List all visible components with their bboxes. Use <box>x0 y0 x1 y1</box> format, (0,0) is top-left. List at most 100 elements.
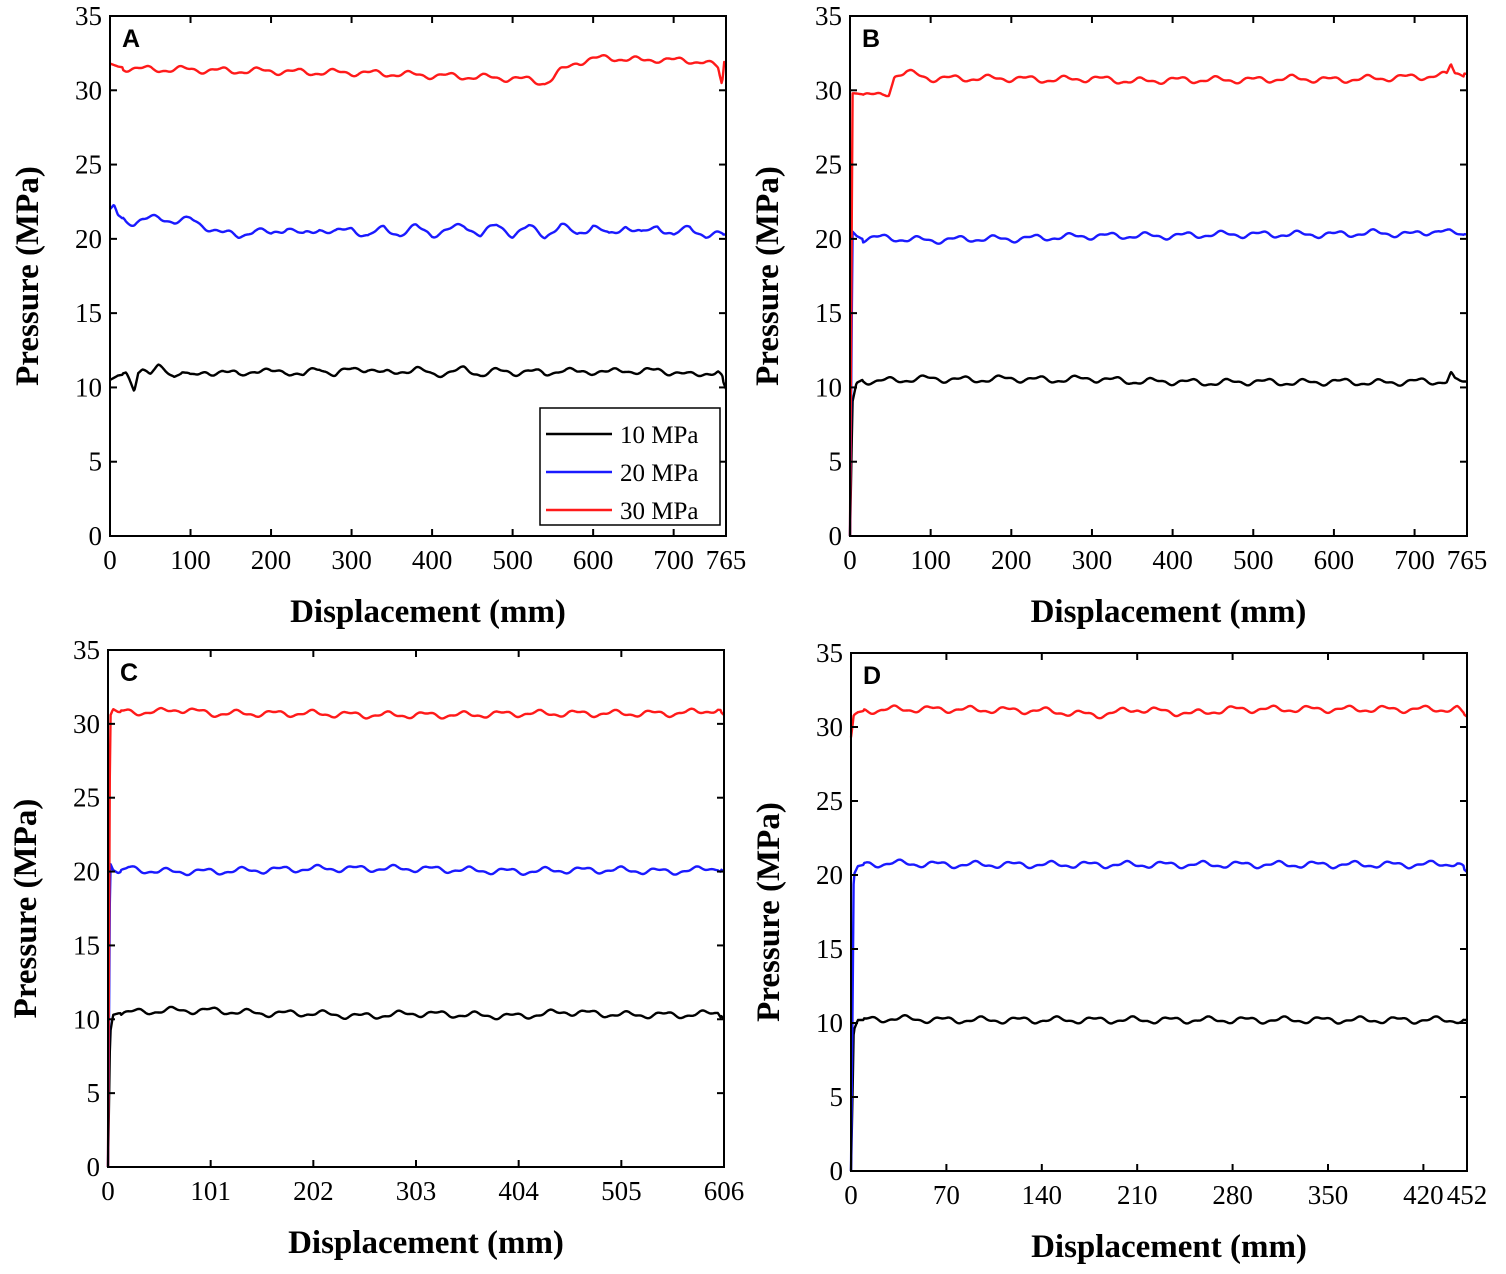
x-axis-title: Displacement (mm) <box>1031 594 1307 630</box>
y-tick-label: 5 <box>830 1082 844 1112</box>
x-tick-label: 70 <box>933 1180 960 1210</box>
x-tick-label: 765 <box>706 545 747 575</box>
x-tick-label: 210 <box>1117 1180 1158 1210</box>
x-tick-label: 600 <box>1314 545 1355 575</box>
y-axis-title: Pressure (MPa) <box>751 802 787 1022</box>
y-tick-label: 25 <box>816 786 843 816</box>
y-tick-label: 10 <box>73 1004 100 1034</box>
panel-label: D <box>863 662 881 690</box>
y-tick-label: 15 <box>815 298 842 328</box>
y-tick-label: 10 <box>816 1008 843 1038</box>
x-tick-label: 100 <box>170 545 211 575</box>
plot-frame <box>109 15 727 537</box>
x-tick-label: 700 <box>653 545 694 575</box>
x-tick-label: 452 <box>1447 1180 1488 1210</box>
series-line-30-mpa <box>849 704 1468 738</box>
x-tick-label: 400 <box>412 545 453 575</box>
legend-label: 30 MPa <box>620 498 698 525</box>
y-tick-label: 20 <box>816 860 843 890</box>
x-tick-label: 765 <box>1447 545 1488 575</box>
y-tick-label: 0 <box>89 521 103 551</box>
y-tick-label: 0 <box>87 1152 101 1182</box>
y-tick-label: 30 <box>816 712 843 742</box>
plot-frame <box>107 649 725 1168</box>
x-tick-label: 280 <box>1212 1180 1253 1210</box>
y-axis-title: Pressure (MPa) <box>750 166 786 386</box>
series-line-30-mpa <box>106 706 725 1168</box>
x-tick-label: 101 <box>190 1176 231 1206</box>
y-tick-label: 25 <box>815 150 842 180</box>
y-tick-label: 15 <box>73 930 100 960</box>
x-axis-title: Displacement (mm) <box>290 594 566 630</box>
x-tick-label: 0 <box>843 545 857 575</box>
x-tick-label: 0 <box>844 1180 858 1210</box>
series-line-10-mpa <box>849 1014 1468 1172</box>
x-tick-label: 100 <box>910 545 951 575</box>
y-tick-label: 10 <box>815 372 842 402</box>
y-tick-label: 35 <box>815 1 842 31</box>
x-tick-label: 600 <box>573 545 614 575</box>
x-tick-label: 500 <box>492 545 533 575</box>
y-axis-title: Pressure (MPa) <box>8 799 44 1019</box>
x-axis-title: Displacement (mm) <box>1031 1229 1307 1265</box>
legend-label: 10 MPa <box>620 422 698 449</box>
series-line-20-mpa <box>106 863 725 1168</box>
y-tick-label: 10 <box>75 372 102 402</box>
series-line-30-mpa <box>109 54 728 86</box>
x-axis-title: Displacement (mm) <box>288 1225 564 1261</box>
legend-label: 20 MPa <box>620 460 698 487</box>
y-tick-label: 30 <box>815 75 842 105</box>
y-tick-label: 5 <box>829 447 843 477</box>
chart-panel-C: 0 101 202 303 404 505 606 0 5 10 15 20 25 30 35 Displac… <box>8 635 744 1261</box>
x-tick-label: 350 <box>1308 1180 1349 1210</box>
panel-label: B <box>862 25 880 53</box>
x-tick-label: 140 <box>1022 1180 1063 1210</box>
x-tick-label: 200 <box>991 545 1032 575</box>
chart-panel-B: 0 100 200 300 400 500 600 700 765 0 5 10 15 20 25 30 35 D… <box>750 1 1487 630</box>
y-tick-label: 5 <box>87 1078 101 1108</box>
x-tick-label: 0 <box>103 545 117 575</box>
y-tick-label: 15 <box>75 298 102 328</box>
series-line-20-mpa <box>848 228 1468 537</box>
legend-box <box>539 407 721 526</box>
panel-label: C <box>120 659 138 687</box>
legend: 10 MPa 20 MPa 30 MPa <box>539 407 721 526</box>
chart-panel-A: 0 100 200 300 400 500 600 700 765 0 5 10 15 20 25 30 35 D… <box>10 1 746 630</box>
x-tick-label: 400 <box>1152 545 1193 575</box>
y-tick-label: 5 <box>89 447 103 477</box>
series-line-10-mpa <box>109 363 728 392</box>
x-tick-label: 700 <box>1394 545 1435 575</box>
x-tick-label: 505 <box>601 1176 642 1206</box>
y-tick-label: 20 <box>73 857 100 887</box>
y-tick-label: 35 <box>73 635 100 665</box>
y-tick-label: 20 <box>75 224 102 254</box>
y-axis-title: Pressure (MPa) <box>10 166 46 386</box>
y-tick-label: 30 <box>75 75 102 105</box>
y-tick-label: 0 <box>829 521 843 551</box>
y-tick-label: 20 <box>815 224 842 254</box>
series-line-30-mpa <box>848 63 1468 537</box>
y-tick-label: 25 <box>73 783 100 813</box>
chart-panel-D: 0 70 140 210 280 350 420 452 0 5 10 15 20 25 30 35 Displ… <box>751 638 1487 1265</box>
y-tick-label: 35 <box>75 1 102 31</box>
series-line-20-mpa <box>109 203 727 240</box>
x-tick-label: 500 <box>1233 545 1274 575</box>
x-tick-label: 300 <box>1072 545 1113 575</box>
x-tick-label: 606 <box>704 1176 745 1206</box>
series-line-10-mpa <box>106 1005 725 1168</box>
series-line-20-mpa <box>849 858 1468 1172</box>
panel-label: A <box>122 25 140 53</box>
x-tick-label: 0 <box>101 1176 115 1206</box>
plot-frame <box>850 652 1468 1172</box>
y-tick-label: 0 <box>830 1156 844 1186</box>
x-tick-label: 300 <box>331 545 372 575</box>
x-tick-label: 303 <box>396 1176 437 1206</box>
plot-frame <box>849 15 1468 537</box>
x-tick-label: 420 <box>1403 1180 1444 1210</box>
series-line-10-mpa <box>848 370 1468 537</box>
y-tick-label: 30 <box>73 709 100 739</box>
y-tick-label: 25 <box>75 150 102 180</box>
y-tick-label: 15 <box>816 934 843 964</box>
x-tick-label: 202 <box>293 1176 334 1206</box>
